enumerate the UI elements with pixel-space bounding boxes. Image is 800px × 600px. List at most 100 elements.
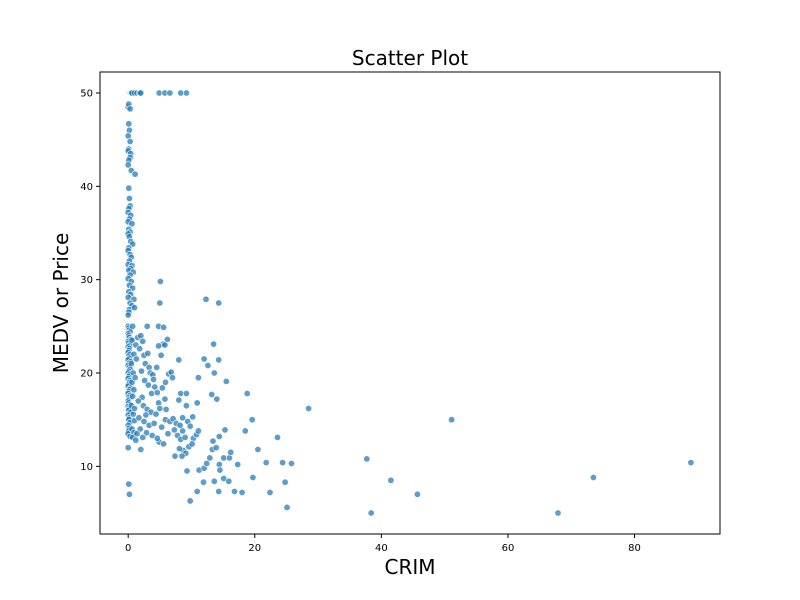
data-point [231, 487, 239, 495]
data-point [176, 421, 184, 429]
data-point [287, 459, 295, 467]
data-point [162, 378, 170, 386]
data-point [153, 389, 161, 397]
data-point [144, 381, 152, 389]
data-point [281, 478, 289, 486]
data-point [215, 356, 223, 364]
data-point [203, 459, 211, 467]
data-point [134, 397, 142, 405]
data-point [125, 120, 133, 128]
data-point [158, 384, 166, 392]
x-tick-label: 60 [502, 543, 515, 554]
data-point [161, 395, 169, 403]
data-point [139, 433, 147, 441]
data-point [124, 311, 132, 319]
data-point [145, 363, 153, 371]
data-point [125, 480, 133, 488]
data-point [158, 423, 166, 431]
data-point [273, 433, 281, 441]
y-tick-label: 10 [80, 462, 93, 473]
data-point [188, 440, 196, 448]
data-point [210, 340, 218, 348]
data-point [153, 363, 161, 371]
data-point [140, 417, 148, 425]
data-point [182, 389, 190, 397]
x-axis-label: CRIM [384, 555, 435, 579]
data-point [216, 466, 224, 474]
data-point [367, 509, 375, 517]
plot-frame [99, 71, 721, 535]
data-point [266, 488, 274, 496]
data-point [448, 416, 456, 424]
data-point [132, 355, 140, 363]
data-point [133, 430, 141, 438]
data-point [132, 436, 140, 444]
data-point [131, 404, 139, 412]
data-point [171, 452, 179, 460]
data-point [156, 404, 164, 412]
data-point [160, 440, 168, 448]
data-point [279, 459, 287, 467]
data-point [208, 390, 216, 398]
data-point [124, 444, 132, 452]
data-point [554, 509, 562, 517]
data-point [413, 490, 421, 498]
data-point [687, 459, 695, 467]
data-point [238, 488, 246, 496]
data-point [193, 399, 201, 407]
data-point [225, 477, 233, 485]
data-point [182, 402, 190, 410]
data-point [387, 476, 395, 484]
data-point [186, 497, 194, 505]
data-point [175, 445, 183, 453]
data-point [212, 444, 220, 452]
data-point [125, 490, 133, 498]
data-point [234, 460, 242, 468]
x-tick-label: 40 [375, 543, 388, 554]
data-point [155, 399, 163, 407]
data-point [131, 304, 139, 312]
data-point [125, 195, 133, 203]
x-tick-label: 0 [125, 543, 131, 554]
data-point [249, 473, 257, 481]
data-point [204, 361, 212, 369]
x-axis-ticks: 0 20 40 60 80 [125, 534, 641, 554]
data-point [144, 349, 152, 357]
data-point [130, 386, 138, 394]
data-point [248, 416, 256, 424]
data-point [589, 473, 597, 481]
data-point [150, 375, 158, 383]
data-point [363, 455, 371, 463]
data-point [241, 427, 249, 435]
data-point [254, 445, 262, 453]
data-point [170, 426, 178, 434]
data-point [125, 184, 133, 192]
data-point [131, 374, 139, 382]
data-point [200, 478, 208, 486]
data-point [156, 299, 164, 307]
data-point [210, 477, 218, 485]
data-point [125, 126, 133, 134]
data-point [137, 445, 145, 453]
data-point [143, 322, 151, 330]
data-point [215, 487, 223, 495]
data-point [222, 377, 230, 385]
y-tick-label: 30 [80, 275, 93, 286]
data-point [156, 277, 164, 285]
data-point [202, 295, 210, 303]
data-point [162, 405, 170, 413]
data-point [169, 374, 177, 382]
data-point [210, 369, 218, 377]
data-point [215, 299, 223, 307]
data-point [129, 322, 137, 330]
data-point [135, 414, 143, 422]
y-tick-label: 40 [80, 182, 93, 193]
data-point [183, 467, 191, 475]
data-point [157, 351, 165, 359]
data-point [227, 448, 235, 456]
data-point [153, 434, 161, 442]
data-point [193, 487, 201, 495]
data-point [209, 437, 217, 445]
data-point [127, 360, 135, 368]
